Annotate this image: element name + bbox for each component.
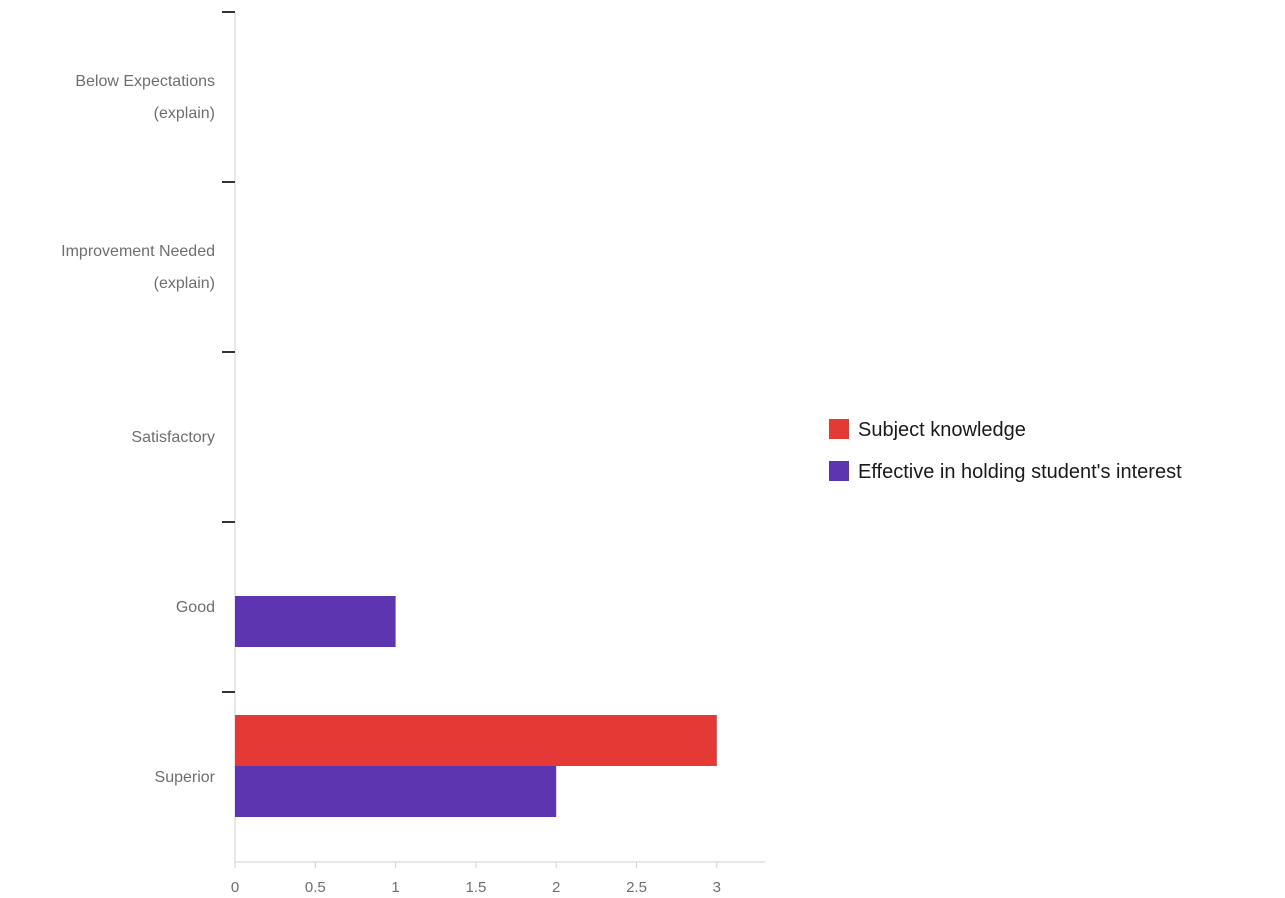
x-tick-label: 3 (713, 879, 721, 896)
legend-swatch (829, 461, 849, 481)
bar (235, 715, 717, 766)
category-label: Below Expectations (explain) (75, 73, 215, 122)
x-tick-label: 1.5 (465, 879, 486, 896)
category-labels: Below Expectations (explain) Improvement N… (61, 73, 216, 786)
x-tick-label: 0.5 (305, 879, 326, 896)
legend-swatch (829, 419, 849, 439)
category-label: Improvement Needed (explain) (61, 243, 215, 292)
x-tick-label: 0 (231, 879, 239, 896)
legend-label: Subject knowledge (858, 419, 1026, 441)
legend-label: Effective in holding student's interest (858, 461, 1182, 483)
x-tick-label: 1 (391, 879, 399, 896)
chart-legend: Subject knowledge Effective in holding st… (829, 419, 1182, 483)
category-label: Superior (155, 769, 216, 786)
category-label: Satisfactory (131, 429, 215, 446)
bar (235, 766, 557, 817)
x-tick-label: 2.5 (626, 879, 647, 896)
bar (235, 596, 396, 647)
x-tick-label: 2 (552, 879, 560, 896)
chart-bars (235, 596, 717, 817)
category-label: Good (176, 599, 215, 616)
x-tick-labels: 0 0.5 1 1.5 2 2.5 3 (231, 879, 721, 896)
